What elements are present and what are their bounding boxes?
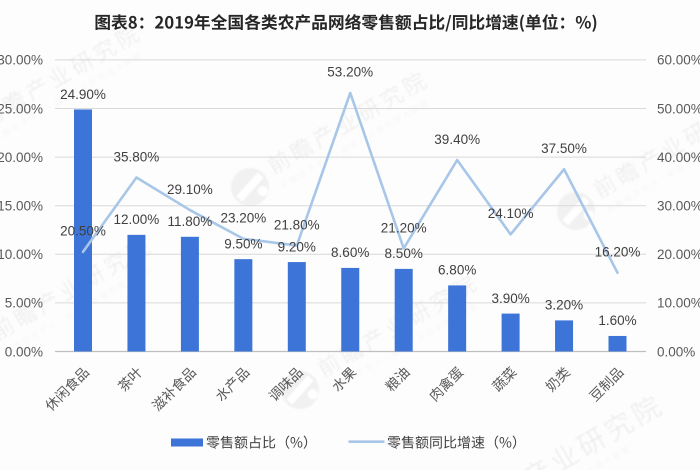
svg-text:20.50%: 20.50% xyxy=(60,224,106,239)
svg-text:23.20%: 23.20% xyxy=(221,211,267,226)
svg-text:24.10%: 24.10% xyxy=(488,206,534,221)
svg-text:10.00%: 10.00% xyxy=(0,247,43,262)
svg-text:50.00%: 50.00% xyxy=(657,101,700,116)
svg-text:15.00%: 15.00% xyxy=(0,199,43,214)
svg-text:0.00%: 0.00% xyxy=(5,344,43,359)
svg-text:60.00%: 60.00% xyxy=(657,53,700,68)
svg-text:30.00%: 30.00% xyxy=(657,199,700,214)
svg-text:37.50%: 37.50% xyxy=(541,141,587,156)
svg-text:8.50%: 8.50% xyxy=(385,246,423,261)
svg-text:3.90%: 3.90% xyxy=(491,291,529,306)
svg-text:16.20%: 16.20% xyxy=(595,245,641,260)
svg-text:9.20%: 9.20% xyxy=(278,239,316,254)
svg-text:20.00%: 20.00% xyxy=(0,150,43,165)
svg-text:3.20%: 3.20% xyxy=(545,298,583,313)
svg-text:20.00%: 20.00% xyxy=(657,247,700,262)
svg-text:53.20%: 53.20% xyxy=(327,65,373,80)
svg-text:11.80%: 11.80% xyxy=(168,214,213,229)
svg-text:35.80%: 35.80% xyxy=(114,149,160,164)
svg-text:25.00%: 25.00% xyxy=(0,101,43,116)
svg-text:21.20%: 21.20% xyxy=(381,220,427,235)
svg-text:10.00%: 10.00% xyxy=(657,296,700,311)
svg-text:21.80%: 21.80% xyxy=(274,217,320,232)
svg-text:6.80%: 6.80% xyxy=(438,263,476,278)
svg-text:29.10%: 29.10% xyxy=(167,182,213,197)
svg-text:24.90%: 24.90% xyxy=(60,87,106,102)
svg-text:30.00%: 30.00% xyxy=(0,53,43,68)
svg-text:0.00%: 0.00% xyxy=(657,344,695,359)
svg-text:8.60%: 8.60% xyxy=(331,245,369,260)
svg-text:5.00%: 5.00% xyxy=(5,296,43,311)
svg-text:1.60%: 1.60% xyxy=(598,313,636,328)
svg-text:39.40%: 39.40% xyxy=(434,132,480,147)
svg-text:9.50%: 9.50% xyxy=(224,237,262,252)
svg-text:40.00%: 40.00% xyxy=(657,150,700,165)
svg-text:12.00%: 12.00% xyxy=(114,212,160,227)
